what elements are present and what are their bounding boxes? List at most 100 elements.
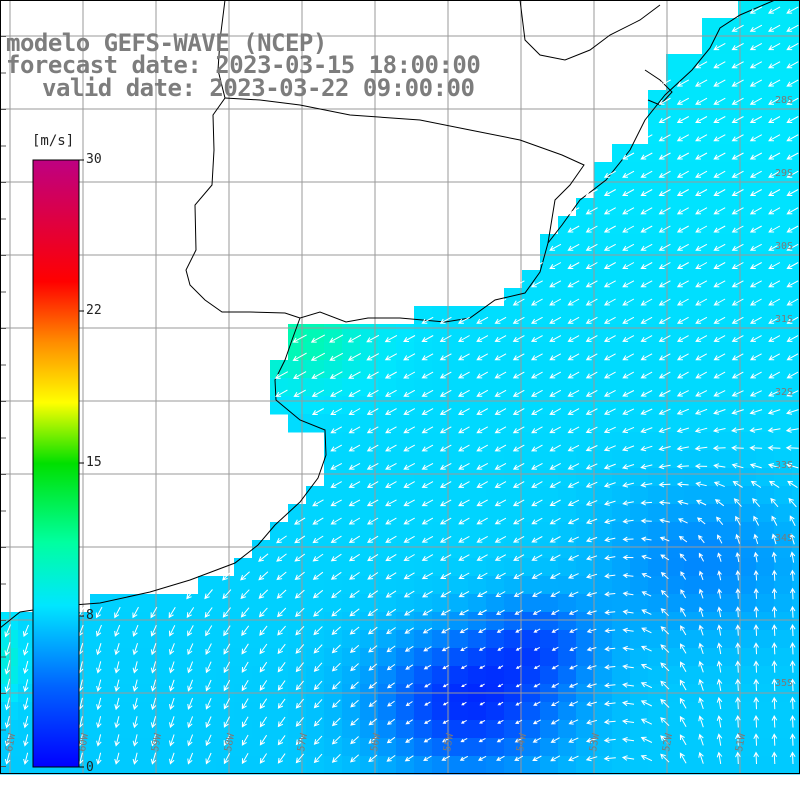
wind-arrow bbox=[515, 646, 522, 651]
wind-arrow bbox=[735, 642, 741, 655]
wind-cell bbox=[648, 486, 667, 505]
wind-cell bbox=[738, 576, 757, 595]
wind-cell bbox=[738, 342, 757, 361]
wind-arrow bbox=[695, 116, 708, 123]
wind-arrow bbox=[658, 262, 671, 269]
wind-cell bbox=[702, 558, 721, 577]
wind-arrow bbox=[258, 553, 269, 562]
wind-cell bbox=[522, 720, 541, 739]
wind-cell bbox=[630, 738, 649, 757]
wind-cell bbox=[234, 738, 253, 757]
wind-arrow bbox=[713, 298, 726, 306]
wind-cell bbox=[522, 522, 541, 541]
wind-arrow bbox=[494, 298, 507, 306]
wind-cell bbox=[792, 162, 800, 181]
wind-arrow bbox=[713, 225, 726, 233]
wind-arrow bbox=[749, 427, 763, 433]
wind-cell bbox=[126, 738, 145, 757]
wind-cell bbox=[648, 522, 667, 541]
wind-arrow bbox=[497, 701, 504, 706]
wind-cell bbox=[504, 504, 523, 523]
wind-cell bbox=[720, 450, 739, 469]
wind-cell bbox=[558, 414, 577, 433]
wind-cell bbox=[360, 648, 379, 667]
wind-arrow bbox=[405, 664, 414, 670]
wind-cell bbox=[738, 468, 757, 487]
wind-arrow bbox=[476, 353, 489, 361]
wind-cell bbox=[558, 306, 577, 325]
wind-arrow bbox=[349, 590, 360, 599]
wind-arrow bbox=[786, 42, 799, 51]
wind-cell bbox=[558, 666, 577, 685]
wind-arrow bbox=[349, 644, 360, 653]
wind-cell bbox=[630, 558, 649, 577]
wind-cell bbox=[432, 468, 451, 487]
wind-cell bbox=[504, 648, 523, 667]
wind-cell bbox=[486, 504, 505, 523]
wind-cell bbox=[450, 432, 469, 451]
wind-cell bbox=[342, 666, 361, 685]
wind-arrow bbox=[622, 316, 635, 324]
wind-arrow bbox=[313, 608, 323, 617]
wind-arrow bbox=[421, 481, 434, 488]
wind-cell bbox=[774, 0, 793, 19]
wind-cell bbox=[738, 738, 757, 757]
wind-cell bbox=[18, 756, 37, 775]
wind-arrow bbox=[771, 515, 778, 526]
wind-cell bbox=[648, 234, 667, 253]
wind-cell bbox=[792, 396, 800, 415]
wind-arrow bbox=[530, 262, 543, 269]
wind-arrow bbox=[22, 624, 29, 638]
wind-arrow bbox=[771, 642, 778, 655]
wind-arrow bbox=[768, 152, 781, 160]
wind-arrow bbox=[676, 262, 689, 269]
wind-arrow bbox=[458, 499, 470, 507]
wind-arrow bbox=[713, 61, 726, 69]
wind-arrow bbox=[640, 316, 653, 324]
wind-arrow bbox=[348, 426, 361, 434]
wind-cell bbox=[270, 756, 289, 775]
wind-cell bbox=[468, 504, 487, 523]
wind-cell bbox=[738, 396, 757, 415]
wind-cell bbox=[594, 324, 613, 343]
wind-cell bbox=[702, 360, 721, 379]
wind-arrow bbox=[458, 535, 470, 543]
wind-arrow bbox=[698, 624, 704, 636]
wind-arrow bbox=[567, 499, 580, 506]
wind-arrow bbox=[714, 499, 725, 507]
wind-cell bbox=[342, 360, 361, 379]
wind-arrow bbox=[660, 698, 670, 708]
wind-arrow bbox=[622, 482, 635, 488]
wind-arrow bbox=[494, 462, 507, 470]
wind-cell bbox=[324, 432, 343, 451]
wind-cell bbox=[108, 612, 127, 631]
wind-cell bbox=[270, 738, 289, 757]
wind-cell bbox=[792, 342, 800, 361]
wind-arrow bbox=[787, 480, 798, 489]
wind-arrow bbox=[567, 243, 580, 251]
wind-cell bbox=[522, 576, 541, 595]
wind-arrow bbox=[330, 444, 343, 452]
wind-arrow bbox=[366, 408, 379, 415]
wind-cell bbox=[594, 252, 613, 271]
wind-cell bbox=[162, 612, 181, 631]
wind-cell bbox=[306, 378, 325, 397]
wind-cell bbox=[576, 234, 595, 253]
wind-cell bbox=[360, 738, 379, 757]
wind-cell bbox=[450, 630, 469, 649]
wind-arrow bbox=[640, 225, 653, 233]
wind-arrow bbox=[660, 572, 669, 580]
wind-arrow bbox=[132, 643, 138, 656]
wind-arrow bbox=[421, 554, 434, 561]
wind-cell bbox=[144, 648, 163, 667]
wind-cell bbox=[612, 288, 631, 307]
wind-cell bbox=[576, 540, 595, 559]
wind-cell bbox=[288, 414, 307, 433]
wind-arrow bbox=[771, 733, 778, 746]
wind-arrow bbox=[731, 409, 744, 415]
wind-arrow bbox=[549, 408, 562, 415]
wind-cell bbox=[342, 612, 361, 631]
wind-cell bbox=[540, 414, 559, 433]
wind-arrow bbox=[312, 589, 324, 599]
wind-cell bbox=[486, 666, 505, 685]
